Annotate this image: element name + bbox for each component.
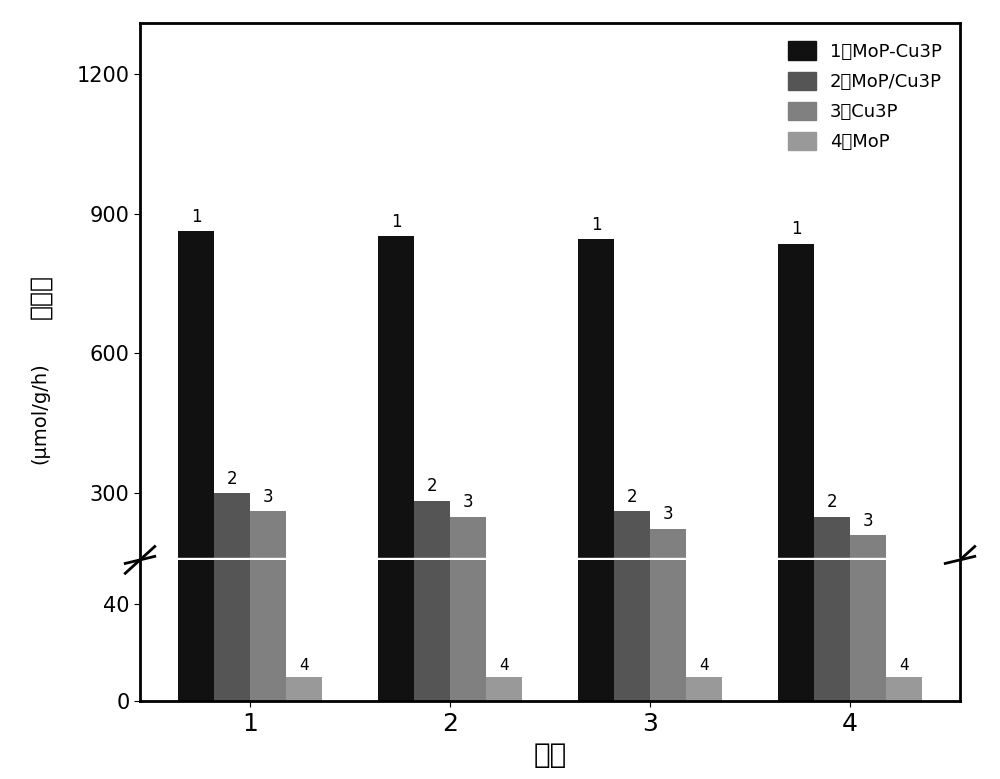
- Bar: [378, 236, 414, 632]
- Bar: [140, 558, 960, 560]
- Bar: [214, 493, 250, 632]
- Text: 3: 3: [263, 488, 273, 506]
- Text: 析氢率: 析氢率: [28, 273, 52, 319]
- Text: 1: 1: [791, 220, 801, 238]
- Bar: [614, 511, 650, 632]
- Bar: [214, 0, 250, 701]
- Bar: [850, 195, 886, 701]
- Bar: [250, 511, 286, 632]
- Text: 2: 2: [227, 470, 237, 488]
- Bar: [414, 501, 450, 632]
- Bar: [614, 69, 650, 701]
- Bar: [778, 0, 814, 701]
- X-axis label: 圈数: 圈数: [533, 741, 567, 769]
- Text: (μmol/g/h): (μmol/g/h): [30, 362, 50, 464]
- Text: 1: 1: [391, 213, 401, 231]
- Bar: [486, 627, 522, 632]
- Legend: 1：MoP-Cu3P, 2：MoP/Cu3P, 3：Cu3P, 4：MoP: 1：MoP-Cu3P, 2：MoP/Cu3P, 3：Cu3P, 4：MoP: [779, 33, 951, 160]
- Text: 2: 2: [827, 493, 837, 511]
- Bar: [578, 0, 614, 701]
- Bar: [886, 677, 922, 701]
- Bar: [886, 627, 922, 632]
- Bar: [378, 0, 414, 701]
- Bar: [578, 239, 614, 632]
- Text: 3: 3: [663, 506, 673, 523]
- Bar: [450, 97, 486, 701]
- Bar: [250, 69, 286, 701]
- Bar: [686, 677, 722, 701]
- Bar: [414, 15, 450, 701]
- Bar: [814, 516, 850, 632]
- Bar: [650, 529, 686, 632]
- Text: 4: 4: [299, 658, 309, 673]
- Text: 4: 4: [899, 658, 909, 673]
- Text: 2: 2: [627, 488, 637, 506]
- Text: 1: 1: [591, 216, 601, 234]
- Text: 3: 3: [463, 493, 473, 511]
- Bar: [778, 244, 814, 632]
- Bar: [450, 516, 486, 632]
- Bar: [814, 97, 850, 701]
- Bar: [286, 627, 322, 632]
- Bar: [486, 677, 522, 701]
- Bar: [178, 231, 214, 632]
- Text: 3: 3: [863, 512, 873, 530]
- Text: 4: 4: [499, 658, 509, 673]
- Bar: [850, 535, 886, 632]
- Bar: [178, 0, 214, 701]
- Text: 1: 1: [191, 208, 201, 226]
- Bar: [650, 160, 686, 701]
- Text: 2: 2: [427, 478, 437, 495]
- Bar: [286, 677, 322, 701]
- Text: 4: 4: [699, 658, 709, 673]
- Bar: [686, 627, 722, 632]
